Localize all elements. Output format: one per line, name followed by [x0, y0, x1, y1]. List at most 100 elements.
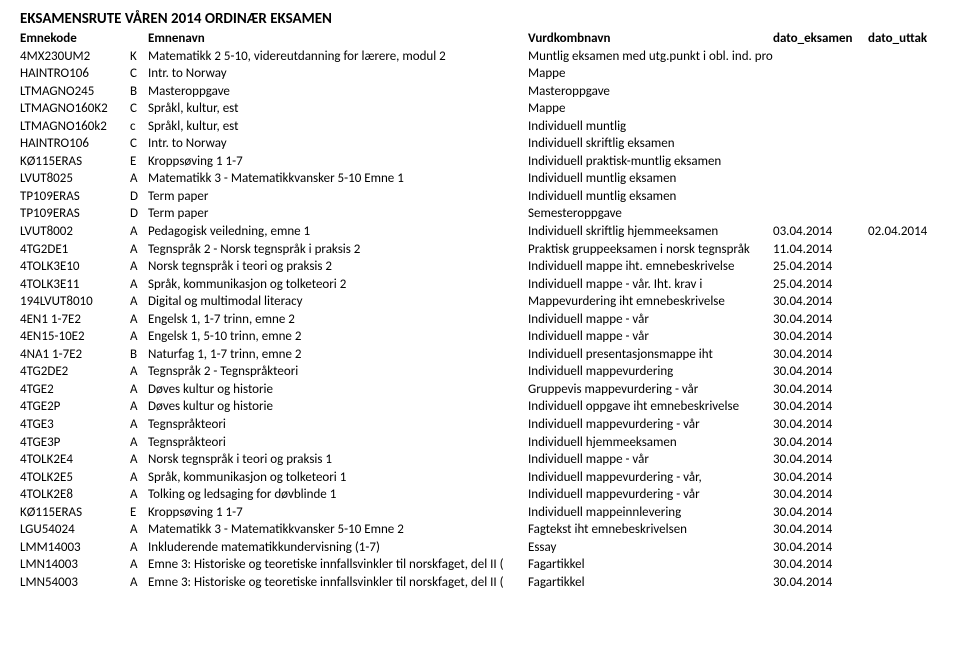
cell-name: Matematikk 3 - Matematikkvansker 5-10 Em… — [148, 170, 528, 188]
cell-d2 — [868, 451, 960, 469]
cell-vurd: Individuell mappevurdering — [528, 363, 773, 381]
table-row: LMN54003AEmne 3: Historiske og teoretisk… — [20, 574, 960, 592]
cell-vurd: Individuell mappe - vår — [528, 328, 773, 346]
cell-vurd: Praktisk gruppeeksamen i norsk tegnspråk — [528, 241, 773, 259]
cell-vurd: Fagtekst iht emnebeskrivelsen — [528, 521, 773, 539]
cell-d1: 30.04.2014 — [773, 451, 868, 469]
cell-code: LTMAGNO245 — [20, 83, 130, 101]
cell-code: LMN14003 — [20, 556, 130, 574]
cell-d2 — [868, 328, 960, 346]
table-row: 4TGE2ADøves kultur og historieGruppevis … — [20, 381, 960, 399]
cell-d1: 30.04.2014 — [773, 363, 868, 381]
cell-d1: 30.04.2014 — [773, 311, 868, 329]
table-row: 4MX230UM2KMatematikk 2 5-10, videreutdan… — [20, 48, 960, 66]
cell-g: A — [130, 574, 148, 592]
cell-d1: 30.04.2014 — [773, 486, 868, 504]
cell-name: Engelsk 1, 5-10 trinn, emne 2 — [148, 328, 528, 346]
cell-code: 4EN15-10E2 — [20, 328, 130, 346]
cell-d2 — [868, 83, 960, 101]
table-row: KØ115ERASEKroppsøving 1 1-7Individuell m… — [20, 504, 960, 522]
cell-d1: 30.04.2014 — [773, 556, 868, 574]
table-row: 4TOLK2E4ANorsk tegnspråk i teori og prak… — [20, 451, 960, 469]
cell-name: Kroppsøving 1 1-7 — [148, 153, 528, 171]
cell-g: A — [130, 398, 148, 416]
cell-code: 4TOLK3E10 — [20, 258, 130, 276]
cell-g: B — [130, 346, 148, 364]
cell-g: A — [130, 434, 148, 452]
cell-code: LMM14003 — [20, 539, 130, 557]
cell-vurd: Mappe — [528, 100, 773, 118]
exam-table: Emnekode Emnenavn Vurdkombnavn dato_eksa… — [20, 30, 960, 592]
cell-code: TP109ERAS — [20, 205, 130, 223]
table-row: LVUT8002APedagogisk veiledning, emne 1In… — [20, 223, 960, 241]
cell-d1: 30.04.2014 — [773, 398, 868, 416]
cell-name: Tegnspråkteori — [148, 434, 528, 452]
cell-name: Term paper — [148, 205, 528, 223]
page-title: EKSAMENSRUTE VÅREN 2014 ORDINÆR EKSAMEN — [20, 10, 940, 28]
cell-vurd: Mappevurdering iht emnebeskrivelse — [528, 293, 773, 311]
cell-vurd: Mappe — [528, 65, 773, 83]
cell-g: E — [130, 153, 148, 171]
cell-vurd: Individuell muntlig eksamen — [528, 170, 773, 188]
table-row: LTMAGNO245BMasteroppgaveMasteroppgave — [20, 83, 960, 101]
table-row: 4TGE3PATegnspråkteoriIndividuell hjemmee… — [20, 434, 960, 452]
cell-g: A — [130, 556, 148, 574]
cell-d1 — [773, 83, 868, 101]
cell-g: K — [130, 48, 148, 66]
cell-g: c — [130, 118, 148, 136]
table-row: LTMAGNO160K2CSpråkl, kultur, estMappe — [20, 100, 960, 118]
cell-code: 4EN1 1-7E2 — [20, 311, 130, 329]
cell-d2 — [868, 346, 960, 364]
cell-name: Kroppsøving 1 1-7 — [148, 504, 528, 522]
table-row: 4TGE3ATegnspråkteoriIndividuell mappevur… — [20, 416, 960, 434]
cell-name: Naturfag 1, 1-7 trinn, emne 2 — [148, 346, 528, 364]
cell-name: Tegnspråk 2 - Norsk tegnspråk i praksis … — [148, 241, 528, 259]
cell-name: Intr. to Norway — [148, 65, 528, 83]
table-body: 4MX230UM2KMatematikk 2 5-10, videreutdan… — [20, 48, 960, 592]
cell-code: 4TOLK2E8 — [20, 486, 130, 504]
table-row: 4TOLK3E10ANorsk tegnspråk i teori og pra… — [20, 258, 960, 276]
cell-d2 — [868, 118, 960, 136]
cell-vurd: Individuell mappevurdering - vår — [528, 486, 773, 504]
cell-name: Språkl, kultur, est — [148, 100, 528, 118]
cell-vurd: Fagartikkel — [528, 556, 773, 574]
table-row: 4EN15-10E2AEngelsk 1, 5-10 trinn, emne 2… — [20, 328, 960, 346]
cell-code: KØ115ERAS — [20, 504, 130, 522]
cell-d2 — [868, 153, 960, 171]
cell-code: 4TGE2P — [20, 398, 130, 416]
cell-vurd: Individuell skriftlig eksamen — [528, 135, 773, 153]
col-dato-eksamen: dato_eksamen — [773, 30, 868, 48]
cell-g: A — [130, 416, 148, 434]
cell-d1: 30.04.2014 — [773, 469, 868, 487]
cell-d1 — [773, 48, 868, 66]
cell-d2 — [868, 205, 960, 223]
cell-d2 — [868, 276, 960, 294]
cell-code: 4TOLK2E4 — [20, 451, 130, 469]
cell-g: C — [130, 65, 148, 83]
table-row: TP109ERASDTerm paperSemesteroppgave — [20, 205, 960, 223]
table-row: TP109ERASDTerm paperIndividuell muntlig … — [20, 188, 960, 206]
cell-g: A — [130, 276, 148, 294]
cell-code: LTMAGNO160K2 — [20, 100, 130, 118]
cell-d1 — [773, 118, 868, 136]
cell-vurd: Individuell mappe - vår. Iht. krav i — [528, 276, 773, 294]
cell-vurd: Individuell mappe iht. emnebeskrivelse — [528, 258, 773, 276]
cell-d2 — [868, 416, 960, 434]
cell-name: Inkluderende matematikkundervisning (1-7… — [148, 539, 528, 557]
cell-name: Matematikk 2 5-10, videreutdanning for l… — [148, 48, 528, 66]
cell-name: Tegnspråk 2 - Tegnspråkteori — [148, 363, 528, 381]
cell-d2 — [868, 504, 960, 522]
cell-code: 4TGE3 — [20, 416, 130, 434]
cell-name: Masteroppgave — [148, 83, 528, 101]
cell-d2 — [868, 293, 960, 311]
cell-g: A — [130, 539, 148, 557]
col-emnenavn: Emnenavn — [148, 30, 528, 48]
cell-code: HAINTRO106 — [20, 65, 130, 83]
cell-name: Døves kultur og historie — [148, 398, 528, 416]
table-row: LTMAGNO160k2cSpråkl, kultur, estIndividu… — [20, 118, 960, 136]
cell-vurd: Fagartikkel — [528, 574, 773, 592]
cell-vurd: Individuell oppgave iht emnebeskrivelse — [528, 398, 773, 416]
cell-d1: 30.04.2014 — [773, 434, 868, 452]
cell-g: A — [130, 241, 148, 259]
cell-name: Norsk tegnspråk i teori og praksis 1 — [148, 451, 528, 469]
